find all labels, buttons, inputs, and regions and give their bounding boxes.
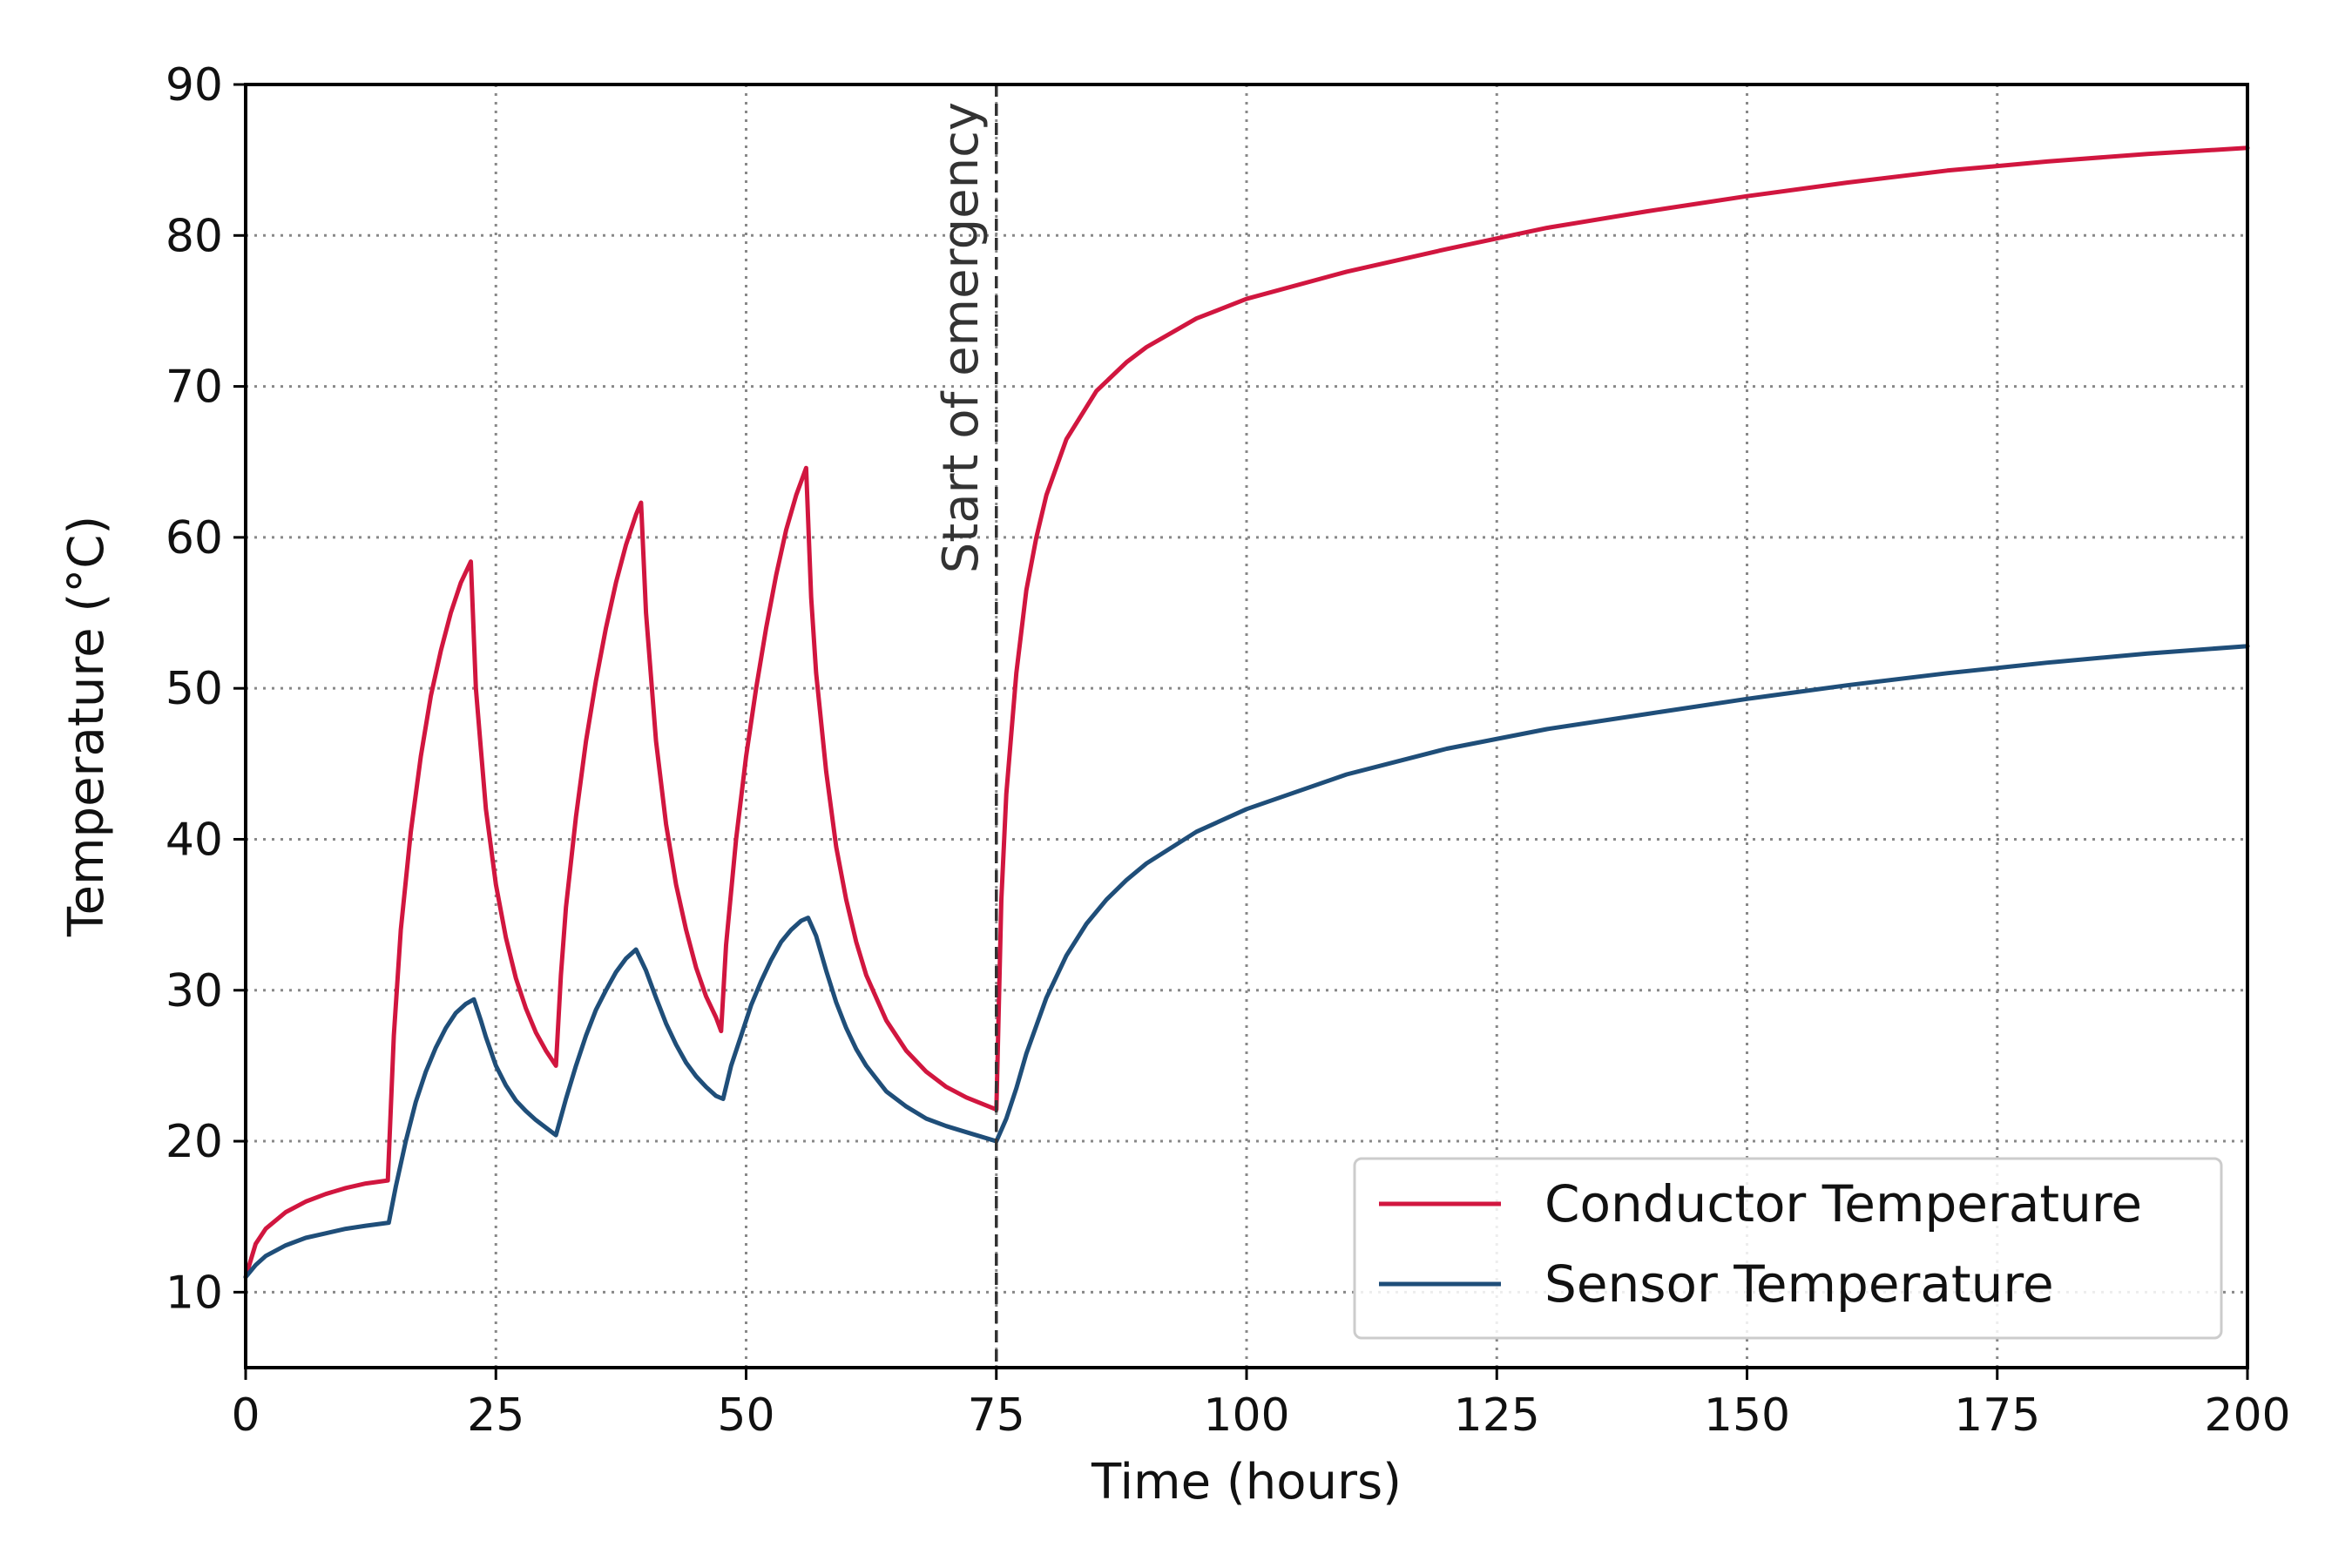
x-tick-label: 125: [1454, 1389, 1540, 1442]
y-axis-label: Temperature (°C): [58, 516, 115, 937]
y-tick-label: 70: [166, 362, 223, 414]
x-tick-label: 200: [2204, 1389, 2290, 1442]
y-tick-label: 20: [166, 1116, 223, 1168]
x-axis-label: Time (hours): [1091, 1454, 1402, 1511]
series-line-conductor: [243, 145, 2250, 1280]
emergency-label: Start of emergency: [933, 102, 990, 573]
y-tick-label: 90: [166, 59, 223, 112]
y-axis-ticks: 10 20 30 40 50 60 70 80 90: [166, 59, 246, 1319]
annotations: Start of emergency: [933, 84, 998, 1368]
x-tick-label: 150: [1704, 1389, 1790, 1442]
x-tick-label: 25: [467, 1389, 524, 1442]
legend: Conductor Temperature Sensor Temperature: [1353, 1157, 2223, 1340]
x-tick-label: 175: [1954, 1389, 2040, 1442]
grid: [246, 84, 2247, 1368]
y-tick-label: 30: [166, 965, 223, 1017]
legend-label-conductor: Conductor Temperature: [1544, 1174, 2142, 1233]
y-tick-label: 80: [166, 210, 223, 262]
series-line-sensor: [243, 644, 2250, 1280]
x-tick-label: 50: [717, 1389, 774, 1442]
x-tick-label: 100: [1203, 1389, 1289, 1442]
y-tick-label: 60: [166, 512, 223, 564]
y-tick-label: 40: [166, 814, 223, 866]
x-axis-ticks: 0 25 50 75 100 125 150 175 200: [231, 1368, 2291, 1442]
x-tick-label: 75: [968, 1389, 1025, 1442]
y-tick-label: 10: [166, 1267, 223, 1319]
legend-box: [1353, 1157, 2223, 1340]
series-group: [243, 145, 2250, 1280]
legend-label-sensor: Sensor Temperature: [1544, 1254, 2054, 1314]
x-tick-label: 0: [231, 1389, 260, 1442]
y-tick-label: 50: [166, 663, 223, 715]
